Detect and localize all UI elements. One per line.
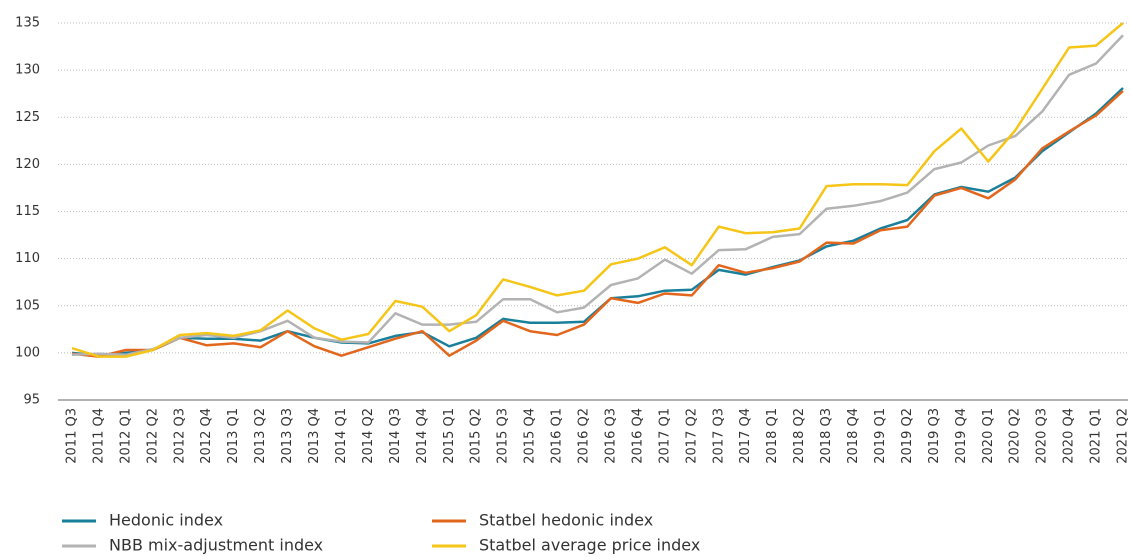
x-tick-label: 2013 Q2 <box>253 408 268 464</box>
y-tick-label: 135 <box>15 16 40 31</box>
x-tick-label: 2020 Q2 <box>1008 408 1023 464</box>
x-tick-label: 2012 Q1 <box>118 408 133 464</box>
x-tick-label: 2016 Q3 <box>603 408 618 464</box>
series-line <box>71 22 1124 358</box>
x-tick-label: 2011 Q4 <box>91 408 106 464</box>
x-tick-label: 2018 Q3 <box>819 408 834 464</box>
y-tick-label: 120 <box>15 157 40 172</box>
x-tick-label: 2021 Q2 <box>1116 408 1131 464</box>
x-tick-label: 2012 Q4 <box>199 408 214 464</box>
x-tick-label: 2011 Q3 <box>65 408 80 464</box>
x-tick-label: 2018 Q4 <box>846 408 861 464</box>
x-tick-label: 2017 Q2 <box>684 408 699 464</box>
x-tick-label: 2014 Q2 <box>361 408 376 464</box>
x-tick-label: 2016 Q4 <box>630 408 645 464</box>
x-tick-label: 2018 Q1 <box>765 408 780 464</box>
x-tick-label: 2016 Q1 <box>550 408 565 464</box>
x-tick-label: 2019 Q3 <box>927 408 942 464</box>
x-tick-label: 2017 Q4 <box>738 408 753 464</box>
x-tick-label: 2020 Q3 <box>1035 408 1050 464</box>
x-tick-label: 2015 Q2 <box>469 408 484 464</box>
y-tick-label: 105 <box>15 298 40 313</box>
x-tick-label: 2020 Q1 <box>981 408 996 464</box>
x-tick-label: 2018 Q2 <box>792 408 807 464</box>
x-tick-label: 2021 Q1 <box>1089 408 1104 464</box>
x-tick-label: 2014 Q1 <box>334 408 349 464</box>
x-tick-label: 2012 Q2 <box>145 408 160 464</box>
x-tick-label: 2012 Q3 <box>172 408 187 464</box>
x-tick-label: 2015 Q1 <box>442 408 457 464</box>
y-tick-label: 130 <box>15 63 40 78</box>
y-tick-label: 115 <box>15 204 40 219</box>
x-tick-label: 2014 Q4 <box>415 408 430 464</box>
x-tick-label: 2020 Q4 <box>1062 408 1077 464</box>
legend-label: Statbel average price index <box>479 536 700 555</box>
x-tick-label: 2013 Q1 <box>226 408 241 464</box>
legend-label: Statbel hedonic index <box>479 511 653 530</box>
y-tick-label: 110 <box>15 251 40 266</box>
y-tick-label: 95 <box>23 393 40 408</box>
series-line <box>71 89 1124 358</box>
x-tick-label: 2014 Q3 <box>388 408 403 464</box>
series-line <box>71 34 1124 357</box>
y-tick-label: 125 <box>15 110 40 125</box>
legend-label: Hedonic index <box>109 511 223 530</box>
x-tick-label: 2013 Q3 <box>280 408 295 464</box>
legend-label: NBB mix-adjustment index <box>109 536 323 555</box>
x-tick-label: 2019 Q2 <box>900 408 915 464</box>
x-tick-label: 2015 Q3 <box>496 408 511 464</box>
x-tick-label: 2017 Q1 <box>657 408 672 464</box>
x-tick-label: 2017 Q3 <box>711 408 726 464</box>
x-tick-label: 2016 Q2 <box>577 408 592 464</box>
y-tick-label: 100 <box>15 345 40 360</box>
x-tick-label: 2015 Q4 <box>523 408 538 464</box>
x-tick-label: 2013 Q4 <box>307 408 322 464</box>
x-tick-label: 2019 Q1 <box>873 408 888 464</box>
x-tick-label: 2019 Q4 <box>954 408 969 464</box>
series-line <box>71 87 1124 357</box>
